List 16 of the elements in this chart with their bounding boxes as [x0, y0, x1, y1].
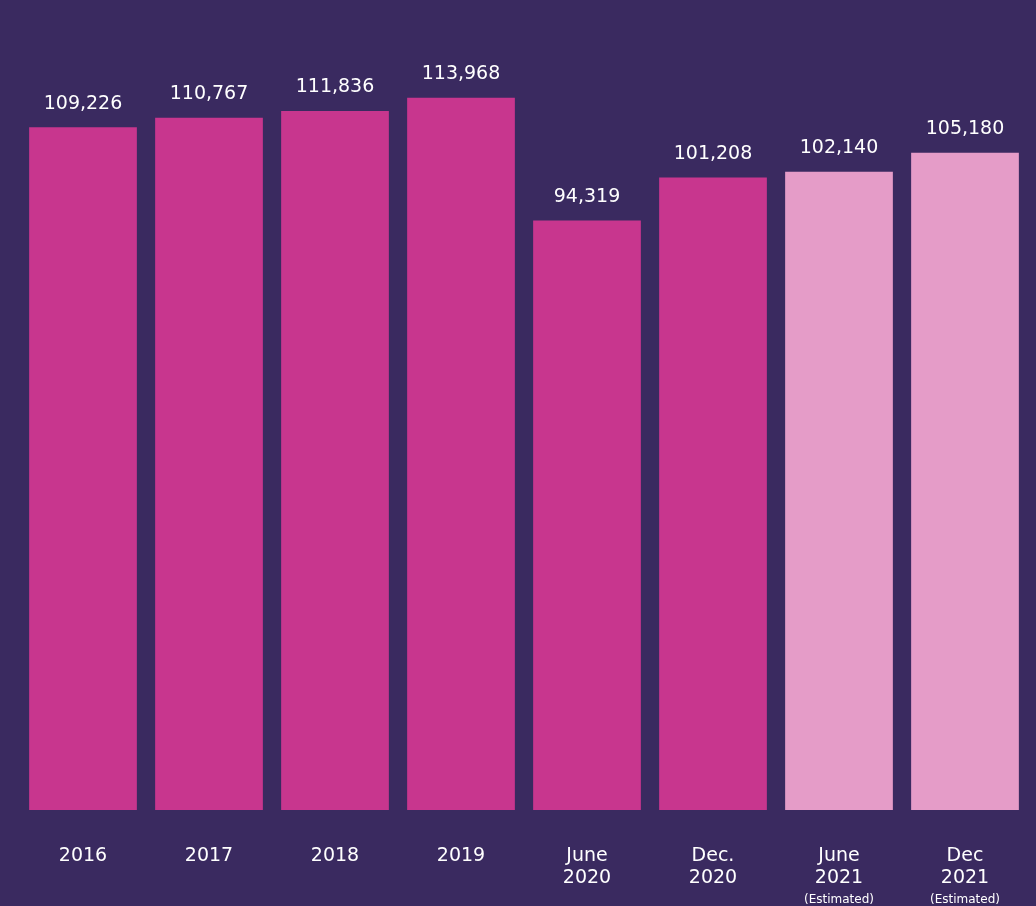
x-tick-label: 2019: [436, 842, 486, 865]
x-tick-label: June 2020: [562, 842, 612, 887]
x-tick-label: June 2021 (Estimated): [804, 842, 874, 906]
data-label: 109,226: [43, 90, 123, 113]
x-tick-label: Dec. 2020: [688, 842, 738, 887]
data-label: 110,767: [169, 81, 249, 104]
x-tick-label: 2018: [310, 842, 360, 865]
x-tick-label: 2017: [184, 842, 234, 865]
data-label: 94,319: [553, 183, 621, 206]
x-tick-label: 2016: [58, 842, 108, 865]
data-label: 102,140: [799, 135, 879, 158]
data-label: 113,968: [421, 61, 501, 84]
data-label: 105,180: [925, 116, 1005, 139]
data-label: 111,836: [295, 74, 375, 97]
data-label: 101,208: [673, 140, 753, 163]
x-tick-label: Dec 2021 (Estimated): [930, 842, 1000, 906]
